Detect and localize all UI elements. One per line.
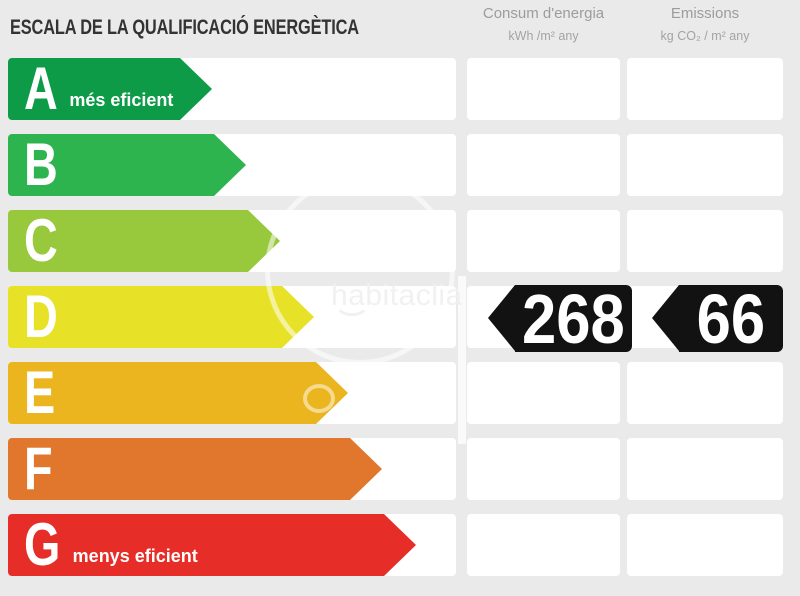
watermark-o-glyph [303, 384, 335, 413]
emissions-value-badge: 66 [652, 279, 783, 358]
column-header-consumption: Consum d'energia kWh /m² any [467, 5, 620, 43]
consumption-header-label: Consum d'energia [482, 5, 605, 22]
consumption-cell [467, 58, 620, 120]
emissions-cell [627, 362, 783, 424]
rating-row-e: E [0, 362, 800, 424]
watermark-smile-arc [334, 300, 370, 316]
rating-bar-d: D [8, 286, 282, 348]
consumption-value-badge: 268 [488, 284, 632, 354]
consumption-cell [467, 438, 620, 500]
rating-bar-arrowhead-icon [214, 134, 246, 196]
rating-bar-arrowhead-icon [350, 438, 382, 500]
page-title: ESCALA DE LA QUALIFICACIÓ ENERGÈTICA [10, 16, 359, 39]
rating-bar-b: B [8, 134, 214, 196]
rating-letter: D [24, 283, 58, 350]
consumption-cell [467, 514, 620, 576]
rating-letter: F [24, 435, 53, 502]
watermark-circle [265, 175, 455, 365]
emissions-header-unit: kg CO₂ / m² any [660, 29, 750, 43]
rating-letter: G [24, 511, 61, 578]
emissions-cell [627, 514, 783, 576]
rating-letter: B [24, 131, 58, 198]
consumption-cell [467, 210, 620, 272]
efficiency-note: més eficient [69, 90, 174, 110]
consumption-cell [467, 362, 620, 424]
emissions-value-box: 66 [679, 279, 783, 358]
rating-bar-arrowhead-icon [384, 514, 416, 576]
emissions-cell [627, 210, 783, 272]
rating-bar-c: C [8, 210, 248, 272]
column-header-emissions: Emissions kg CO₂ / m² any [627, 5, 783, 43]
emissions-cell [627, 438, 783, 500]
consumption-cell [467, 134, 620, 196]
rating-bar-e: E [8, 362, 316, 424]
emissions-cell [627, 134, 783, 196]
watermark-vertical-line [458, 276, 466, 444]
rating-letter: A [24, 55, 58, 122]
consumption-header-unit: kWh /m² any [508, 29, 579, 43]
rating-letter: C [24, 207, 58, 274]
rating-row-b: B [0, 134, 800, 196]
rating-letter: E [24, 359, 56, 426]
emissions-header-label: Emissions [670, 5, 740, 22]
rating-row-f: F [0, 438, 800, 500]
consumption-value-box: 268 [515, 279, 632, 358]
efficiency-note: menys eficient [72, 546, 198, 566]
badge-left-arrow-icon [652, 285, 679, 351]
consumption-value: 268 [522, 279, 625, 358]
emissions-cell [627, 58, 783, 120]
badge-left-arrow-icon [488, 285, 515, 351]
emissions-value: 66 [696, 279, 766, 358]
rating-bar-arrowhead-icon [180, 58, 212, 120]
rating-bar-f: F [8, 438, 350, 500]
